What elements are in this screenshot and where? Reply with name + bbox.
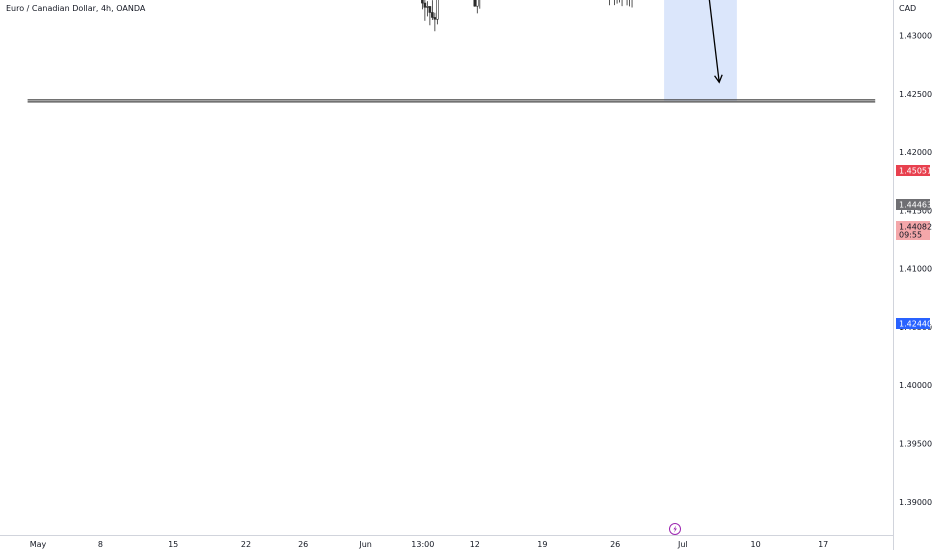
take-profit-zone[interactable] bbox=[664, 0, 737, 101]
time-tick-label: 15 bbox=[168, 540, 178, 549]
time-axis-ticks: May 8 15 22 26 Jun 13:00 12 19 26 Jul 10 17 bbox=[30, 540, 829, 549]
candle-body bbox=[473, 0, 477, 7]
projection-path[interactable] bbox=[664, 0, 720, 83]
last-price-label: 1.44082 bbox=[899, 223, 932, 232]
candle-body bbox=[423, 2, 427, 8]
time-tick-label: 22 bbox=[241, 540, 251, 549]
stop-badge bbox=[896, 165, 930, 176]
price-tick-label: 1.41500 bbox=[899, 206, 932, 215]
price-tick-label: 1.42000 bbox=[899, 148, 932, 157]
countdown-label: 09:55 bbox=[899, 231, 922, 240]
time-tick-label: 17 bbox=[818, 540, 828, 549]
time-tick-label: 10 bbox=[751, 540, 761, 549]
candle-body bbox=[431, 12, 434, 18]
candle-body bbox=[421, 0, 424, 4]
lightning-icon[interactable] bbox=[669, 523, 681, 535]
candlestick-series bbox=[421, 0, 633, 32]
entry-badge bbox=[896, 199, 930, 210]
time-tick-label: 12 bbox=[470, 540, 480, 549]
entry-badge-label: 1.44463 bbox=[899, 201, 932, 210]
target-badge-label: 1.42440 bbox=[899, 320, 932, 329]
price-tick-label: 1.39000 bbox=[899, 498, 932, 507]
last-price-badge bbox=[896, 221, 930, 240]
price-tick-label: 1.42500 bbox=[899, 90, 932, 99]
time-tick-label: 13:00 bbox=[411, 540, 434, 549]
candle-body bbox=[426, 6, 429, 8]
time-tick-label: 26 bbox=[610, 540, 620, 549]
projection-arrowhead bbox=[714, 74, 723, 84]
price-badges: 1.45051 1.44463 1.44082 09:55 1.42440 bbox=[896, 165, 932, 329]
candle-body bbox=[436, 0, 439, 20]
price-tick-label: 1.39500 bbox=[899, 439, 932, 448]
price-tick-label: 1.41000 bbox=[899, 265, 932, 274]
price-axis-ticks: 1.475001.470001.465001.460001.455001.450… bbox=[899, 32, 932, 507]
time-tick-label: Jun bbox=[358, 540, 372, 549]
stop-badge-label: 1.45051 bbox=[899, 167, 932, 176]
price-tick-label: 1.43000 bbox=[899, 32, 932, 41]
time-tick-label: 8 bbox=[98, 540, 103, 549]
projection-arrow[interactable] bbox=[664, 0, 723, 84]
risk-reward-zones[interactable] bbox=[664, 0, 737, 101]
currency-label: CAD bbox=[899, 4, 916, 13]
candle-body bbox=[433, 17, 437, 20]
time-tick-label: 19 bbox=[537, 540, 547, 549]
horizontal-levels[interactable] bbox=[27, 0, 876, 103]
candle-body bbox=[475, 0, 479, 7]
time-tick-label: 26 bbox=[298, 540, 308, 549]
time-tick-label: Jul bbox=[677, 540, 688, 549]
chart-title: Euro / Canadian Dollar, 4h, OANDA bbox=[6, 4, 146, 13]
candle-body bbox=[428, 6, 432, 13]
price-tick-label: 1.40000 bbox=[899, 381, 932, 390]
target-badge bbox=[896, 318, 930, 329]
time-tick-label: May bbox=[30, 540, 47, 549]
